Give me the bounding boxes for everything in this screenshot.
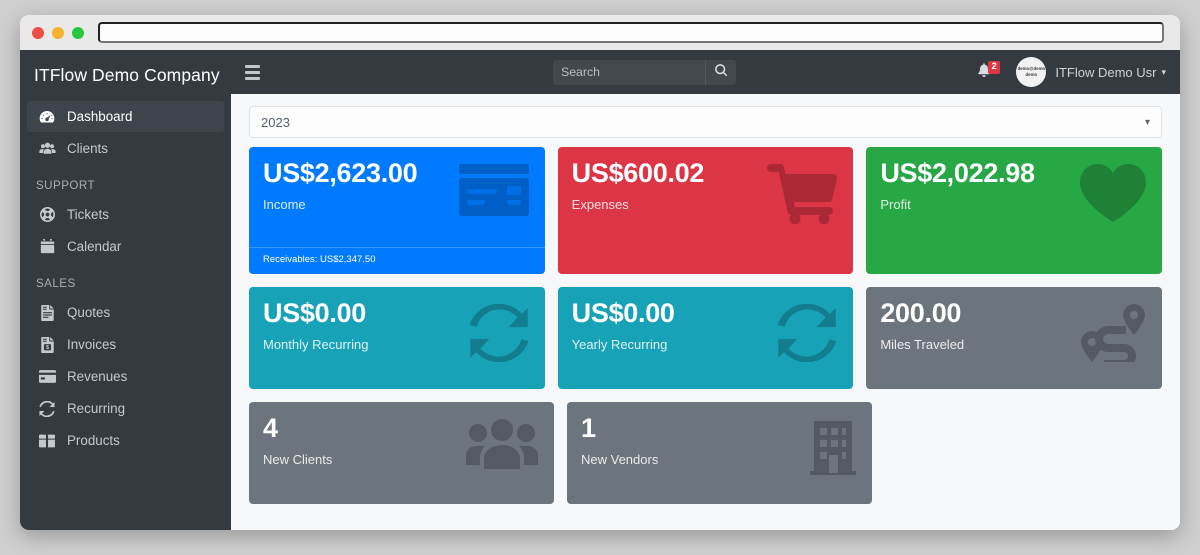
sidebar-item-clients[interactable]: Clients (27, 133, 224, 164)
stat-label: New Vendors (581, 452, 659, 468)
browser-chrome (20, 15, 1180, 50)
building-icon (810, 419, 856, 475)
sidebar-item-label: Revenues (67, 369, 128, 384)
avatar[interactable]: demo@demo demo (1016, 57, 1047, 87)
bell-icon (977, 62, 991, 82)
stat-card-row: US$0.00 Monthly Recurring US$0.00 Yearly… (249, 287, 1163, 389)
box-icon (36, 433, 58, 449)
search-icon (714, 64, 728, 80)
stat-card-expenses[interactable]: US$600.02 Expenses (557, 147, 854, 274)
sidebar-item-quotes[interactable]: Quotes (27, 297, 224, 328)
url-bar[interactable] (98, 22, 1164, 43)
notification-badge: 2 (988, 61, 1001, 74)
sidebar: ITFlow Demo Company Dashboard Clients SU… (20, 50, 231, 530)
topbar-right: 2 demo@demo demo ITFlow Demo Usr ▾ (970, 57, 1166, 87)
stat-card-monthly-recurring[interactable]: US$0.00 Monthly Recurring (249, 287, 545, 389)
stat-label: Miles Traveled (880, 337, 965, 353)
stat-value: US$0.00 (571, 298, 675, 328)
stat-card-yearly-recurring[interactable]: US$0.00 Yearly Recurring (557, 287, 854, 389)
traffic-lights (32, 26, 84, 39)
stat-value: US$0.00 (263, 298, 366, 328)
file-dollar-icon: $ (36, 336, 58, 353)
stat-label: Yearly Recurring (571, 337, 668, 353)
stat-card-row: US$2,623.00 Income Receivables: US$2,347… (249, 147, 1163, 274)
brand-title: ITFlow Demo Company (34, 65, 220, 85)
stat-card-placeholder (885, 402, 1162, 504)
avatar-line1: demo@demo (1017, 65, 1046, 71)
sidebar-item-label: Dashboard (67, 109, 133, 124)
stat-value: 200.00 (880, 298, 962, 328)
sidebar-item-label: Invoices (67, 337, 117, 352)
sidebar-item-label: Tickets (67, 207, 109, 222)
stat-label: Expenses (571, 197, 629, 213)
credit-card-icon (458, 164, 529, 216)
user-menu[interactable]: ITFlow Demo Usr ▾ (1055, 65, 1166, 80)
svg-text:$: $ (46, 345, 49, 351)
stat-value: 1 (581, 413, 596, 443)
sync-icon (36, 400, 58, 417)
sidebar-item-label: Calendar (67, 239, 122, 254)
main-content: 202320222021 ▾ US$2,623.00 Income Receiv… (231, 94, 1180, 530)
sidebar-item-revenues[interactable]: Revenues (27, 361, 224, 392)
stat-card-new-vendors[interactable]: 1 New Vendors (567, 402, 872, 504)
topbar: 2 demo@demo demo ITFlow Demo Usr ▾ (231, 50, 1180, 94)
year-select[interactable]: 202320222021 (249, 106, 1162, 138)
stat-value: US$2,022.98 (880, 158, 1035, 188)
sidebar-item-recurring[interactable]: Recurring (27, 393, 224, 424)
credit-card-icon (36, 369, 58, 385)
sidebar-item-label: Recurring (67, 401, 126, 416)
stat-label: Monthly Recurring (263, 337, 369, 353)
stat-value: US$600.02 (571, 158, 705, 188)
sidebar-section-support: SUPPORT (36, 179, 95, 192)
sidebar-item-invoices[interactable]: $ Invoices (27, 329, 224, 360)
user-name-label: ITFlow Demo Usr (1055, 64, 1157, 80)
avatar-line2: demo (1025, 72, 1038, 77)
sidebar-item-products[interactable]: Products (27, 425, 224, 456)
dashboard-icon (36, 109, 58, 125)
route-icon (1080, 304, 1146, 362)
heart-icon (1080, 164, 1147, 222)
year-filter: 202320222021 ▾ (249, 106, 1162, 138)
search-input[interactable] (553, 59, 705, 85)
notifications-button[interactable]: 2 (970, 61, 1007, 82)
stat-value: 4 (263, 413, 278, 443)
lifering-icon (36, 207, 58, 223)
close-window-button[interactable] (32, 26, 44, 39)
search-form (553, 59, 736, 85)
sidebar-item-label: Quotes (67, 305, 111, 320)
app-viewport: ITFlow Demo Company Dashboard Clients SU… (20, 50, 1180, 530)
stat-card-new-clients[interactable]: 4 New Clients (249, 402, 554, 504)
stat-label: New Clients (263, 452, 333, 468)
sidebar-item-calendar[interactable]: Calendar (27, 231, 224, 262)
sidebar-item-label: Products (67, 433, 120, 448)
search-button[interactable] (705, 59, 736, 85)
sidebar-item-tickets[interactable]: Tickets (27, 199, 224, 230)
stat-card-miles-traveled[interactable]: 200.00 Miles Traveled (866, 287, 1163, 389)
calendar-icon (36, 239, 58, 255)
shopping-cart-icon (767, 164, 838, 224)
file-invoice-icon (36, 304, 58, 321)
sidebar-section-sales: SALES (36, 277, 76, 290)
sidebar-item-dashboard[interactable]: Dashboard (27, 101, 224, 132)
stat-value: US$2,623.00 (263, 158, 418, 188)
browser-window: ITFlow Demo Company Dashboard Clients SU… (20, 15, 1180, 530)
minimize-window-button[interactable] (52, 26, 64, 39)
sidebar-item-label: Clients (67, 141, 108, 156)
stat-card-profit[interactable]: US$2,022.98 Profit (866, 147, 1163, 274)
chevron-down-icon: ▾ (1161, 66, 1166, 77)
stat-card-footer: Receivables: US$2,347.50 (249, 247, 545, 274)
stat-card-income[interactable]: US$2,623.00 Income Receivables: US$2,347… (249, 147, 545, 274)
clients-icon (36, 141, 58, 157)
stat-card-row: 4 New Clients 1 New Vendors (249, 402, 1162, 504)
maximize-window-button[interactable] (72, 26, 84, 39)
hamburger-icon[interactable] (240, 64, 274, 80)
stat-label: Profit (880, 197, 911, 213)
users-icon (466, 419, 538, 471)
stat-label: Income (263, 197, 306, 213)
